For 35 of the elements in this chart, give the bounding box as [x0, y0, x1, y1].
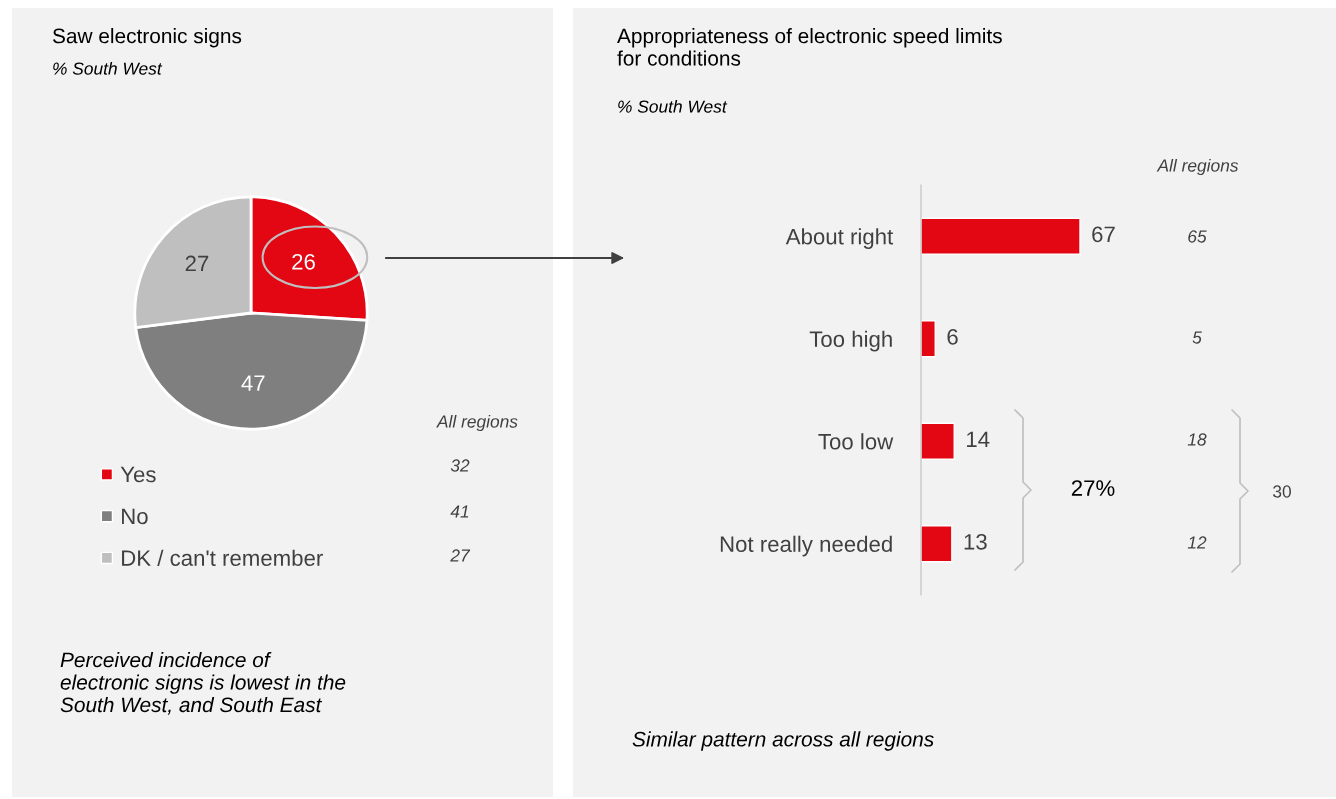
data-label: 26	[292, 253, 315, 270]
y-tick-label: Too high	[809, 330, 892, 352]
y-tick-label: Not really needed	[720, 535, 892, 557]
chart-subtitle: % South West	[53, 62, 163, 75]
data-label: 13	[964, 533, 987, 550]
data-label: 47	[241, 375, 265, 391]
chart-title: Appropriateness of electronic speed limits for conditions	[617, 28, 1002, 66]
text: 30	[1273, 485, 1291, 498]
text: Perceived incidence of electronic signs is lowest in the South West, and South East	[60, 652, 346, 715]
legend-label: No	[122, 508, 148, 525]
y-tick-label: Too low	[818, 433, 894, 450]
y-tick-label: About right	[785, 228, 894, 249]
data-label: 6	[947, 328, 958, 345]
bar	[921, 525, 953, 563]
text: 41	[450, 505, 469, 518]
text: 18	[1187, 433, 1207, 446]
bar	[921, 422, 955, 460]
text: 65	[1188, 230, 1207, 243]
text: All regions	[436, 414, 518, 432]
data-label: 67	[1092, 226, 1115, 243]
text: Similar pattern across all regions	[632, 731, 934, 751]
chart-title: Saw electronic signs	[52, 28, 242, 48]
text: All regions	[1156, 158, 1239, 176]
bar	[921, 320, 936, 358]
legend-label: Yes	[120, 466, 156, 483]
bar	[921, 217, 1081, 255]
text: 27	[450, 549, 471, 562]
text: % South West	[618, 100, 728, 113]
text: 12	[1187, 536, 1207, 549]
legend-label: DK / can't remember	[122, 549, 323, 566]
data-label: 14	[967, 431, 990, 447]
annotation: 27%	[1071, 480, 1115, 496]
text: 32	[450, 459, 470, 472]
data-label: 27	[185, 255, 209, 272]
text: 5	[1192, 331, 1202, 344]
